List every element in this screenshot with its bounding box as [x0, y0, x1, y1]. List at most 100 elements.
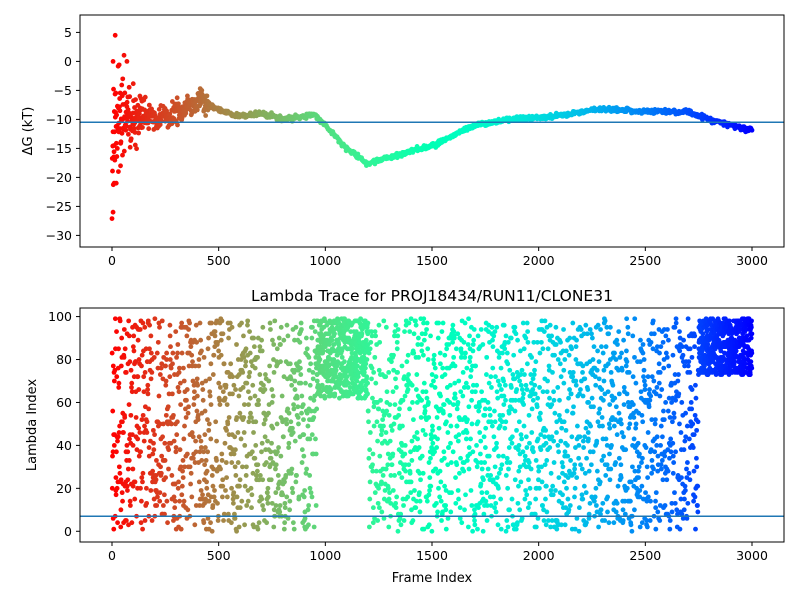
data-point — [381, 515, 387, 521]
data-point — [284, 322, 290, 328]
y-axis-label: ΔG (kT) — [21, 107, 36, 156]
data-point — [614, 432, 620, 438]
data-point — [217, 397, 223, 403]
data-point — [607, 425, 613, 431]
data-point — [535, 395, 541, 401]
data-point — [458, 389, 464, 395]
data-point — [573, 344, 579, 350]
data-point — [515, 337, 520, 343]
data-point — [648, 339, 654, 345]
data-point — [426, 415, 432, 420]
data-point — [363, 337, 369, 343]
data-point — [566, 507, 572, 513]
data-point — [391, 352, 396, 358]
x-tick-label: 3000 — [736, 253, 768, 268]
data-point — [468, 374, 474, 380]
data-point — [179, 320, 185, 326]
data-point — [438, 479, 444, 485]
data-point — [177, 498, 182, 504]
data-point — [448, 440, 453, 446]
data-point — [282, 520, 288, 526]
data-point — [118, 363, 124, 369]
data-point — [467, 354, 473, 360]
data-point — [219, 318, 225, 324]
data-point — [463, 492, 468, 498]
data-point — [115, 434, 121, 440]
data-point — [595, 348, 601, 354]
data-point — [679, 511, 685, 517]
data-point — [639, 412, 645, 418]
data-point — [178, 464, 184, 470]
data-point — [695, 419, 701, 425]
data-point — [367, 479, 373, 485]
data-point — [148, 333, 154, 339]
data-point — [423, 389, 429, 395]
data-point — [504, 350, 510, 356]
data-point — [376, 406, 382, 412]
data-point — [313, 503, 319, 508]
data-point — [297, 365, 303, 371]
data-point — [425, 357, 431, 362]
data-point — [308, 408, 314, 414]
data-point — [620, 518, 626, 523]
data-point — [435, 509, 440, 515]
data-point — [535, 515, 541, 521]
data-point — [478, 481, 484, 487]
data-point — [644, 518, 650, 523]
data-point — [543, 440, 549, 446]
data-point — [520, 449, 526, 455]
data-point — [171, 494, 177, 500]
data-point — [432, 365, 438, 371]
data-point — [232, 511, 237, 517]
data-point — [554, 430, 559, 435]
data-point — [125, 466, 131, 472]
x-tick-label: 1000 — [309, 548, 341, 563]
data-point — [138, 498, 144, 504]
data-point — [365, 380, 371, 386]
data-point — [630, 464, 635, 470]
data-point — [537, 417, 543, 423]
data-point — [586, 515, 592, 521]
data-point — [660, 434, 665, 440]
data-point — [523, 335, 529, 341]
data-point — [174, 95, 180, 101]
data-point — [654, 442, 660, 448]
data-point — [159, 453, 165, 459]
data-point — [677, 329, 682, 335]
data-point — [491, 333, 497, 339]
data-point — [171, 518, 176, 523]
data-point — [613, 404, 619, 410]
data-point — [169, 391, 175, 397]
data-point — [220, 477, 226, 483]
data-point — [119, 82, 125, 88]
data-point — [565, 442, 570, 448]
data-point — [222, 440, 228, 446]
data-point — [260, 324, 266, 330]
x-tick-label: 500 — [207, 548, 231, 563]
data-point — [432, 385, 438, 390]
data-point — [298, 372, 304, 377]
data-point — [116, 380, 122, 386]
data-point — [114, 449, 119, 455]
data-point — [142, 518, 148, 523]
data-point — [673, 316, 679, 322]
data-point — [647, 387, 652, 392]
data-point — [303, 335, 309, 341]
data-point — [544, 483, 549, 489]
data-point — [679, 344, 685, 350]
data-point — [193, 438, 199, 444]
data-point — [649, 458, 655, 463]
data-point — [216, 348, 222, 354]
data-point — [225, 421, 231, 427]
data-point — [184, 387, 190, 392]
data-point — [684, 466, 689, 472]
data-point — [261, 421, 267, 427]
data-point — [540, 389, 546, 395]
data-point — [595, 322, 601, 328]
data-point — [173, 445, 179, 450]
data-point — [389, 462, 395, 468]
data-point — [285, 333, 291, 339]
data-point — [548, 488, 554, 493]
data-point — [136, 453, 142, 459]
data-point — [375, 500, 381, 506]
